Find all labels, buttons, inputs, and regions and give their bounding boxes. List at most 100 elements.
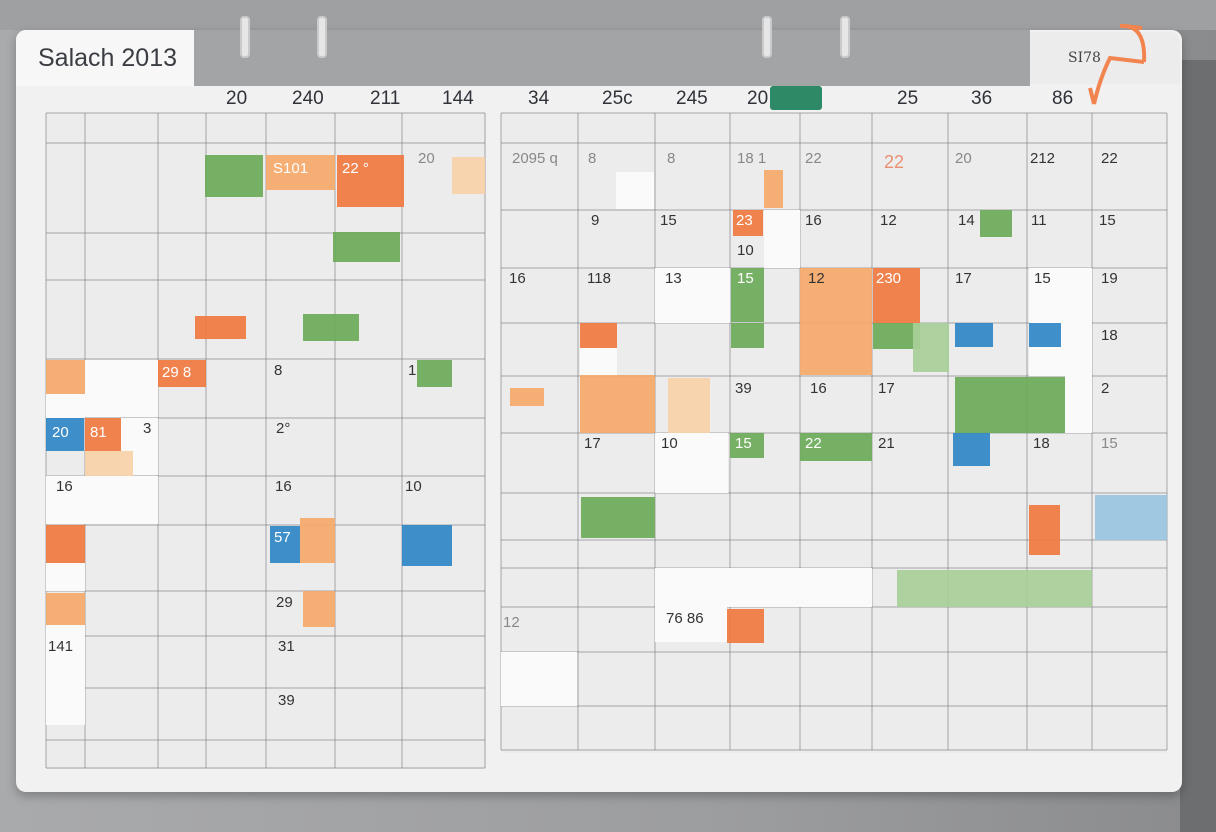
day-number[interactable]: 12 <box>880 212 897 229</box>
event-block[interactable] <box>195 316 246 339</box>
event-block[interactable] <box>580 375 655 433</box>
event-block[interactable] <box>46 360 85 394</box>
event-block[interactable] <box>46 418 84 451</box>
highlighted-cell[interactable] <box>655 268 730 323</box>
event-block[interactable] <box>337 155 404 207</box>
event-block[interactable] <box>581 497 655 538</box>
event-block[interactable] <box>158 360 206 387</box>
day-number[interactable]: 8 <box>588 150 597 167</box>
event-block[interactable] <box>668 378 710 433</box>
day-number[interactable]: 39 <box>735 380 752 397</box>
event-block[interactable] <box>955 323 993 347</box>
day-number[interactable]: 9 <box>591 212 600 229</box>
event-block[interactable] <box>303 314 359 341</box>
highlighted-cell[interactable] <box>655 607 727 642</box>
day-number[interactable]: 18 <box>1033 435 1050 452</box>
event-block[interactable] <box>913 323 949 372</box>
day-number[interactable]: 20 <box>955 150 972 167</box>
highlighted-cell[interactable] <box>616 172 654 209</box>
day-number[interactable]: 57 <box>274 529 291 546</box>
event-block[interactable] <box>897 570 1092 607</box>
title-tab[interactable] <box>16 30 194 86</box>
day-number[interactable]: 18 <box>1101 327 1118 344</box>
event-block[interactable] <box>764 170 783 208</box>
day-number[interactable]: 15 <box>1034 270 1051 287</box>
highlighted-cell[interactable] <box>580 348 617 376</box>
event-block[interactable] <box>800 323 872 375</box>
day-number[interactable]: 212 <box>1030 150 1056 167</box>
day-number[interactable]: 141 <box>48 638 74 655</box>
event-block[interactable] <box>800 268 872 323</box>
event-block[interactable] <box>730 433 764 458</box>
day-number[interactable]: 22 <box>1101 150 1118 167</box>
day-number[interactable]: 23 <box>736 212 753 229</box>
highlighted-cell[interactable] <box>46 394 85 418</box>
event-block[interactable] <box>873 323 920 349</box>
day-number[interactable]: 29 <box>276 594 293 611</box>
day-number[interactable]: 12 <box>808 270 825 287</box>
event-block[interactable] <box>873 268 920 323</box>
day-number[interactable]: 10 <box>661 435 678 452</box>
event-block[interactable] <box>205 155 263 197</box>
day-number[interactable]: 81 <box>90 424 107 441</box>
day-number[interactable]: 13 <box>665 270 682 287</box>
column-header[interactable]: 240 <box>292 88 324 109</box>
day-number[interactable]: 20 <box>52 424 69 441</box>
event-block[interactable] <box>266 155 335 190</box>
highlighted-cell[interactable] <box>655 568 872 607</box>
day-number[interactable]: 16 <box>805 212 822 229</box>
day-number[interactable]: 29 8 <box>162 364 192 381</box>
day-number[interactable]: 31 <box>278 638 295 655</box>
highlighted-cell[interactable] <box>85 476 158 524</box>
corner-tab[interactable] <box>1030 32 1180 84</box>
day-number[interactable]: 12 <box>503 614 520 631</box>
event-block[interactable] <box>417 360 452 387</box>
day-number[interactable]: 1 <box>408 362 417 379</box>
day-number[interactable]: 18 1 <box>737 150 767 167</box>
event-block[interactable] <box>953 433 990 466</box>
day-number[interactable]: 16 <box>56 478 73 495</box>
day-number[interactable]: 15 <box>1101 435 1118 452</box>
event-block[interactable] <box>85 451 133 476</box>
day-number[interactable]: 230 <box>876 270 902 287</box>
event-block[interactable] <box>510 388 544 406</box>
day-number[interactable]: 8 <box>667 150 676 167</box>
header-tag[interactable] <box>770 86 822 110</box>
column-header[interactable]: 34 <box>528 88 550 109</box>
day-number[interactable]: 21 <box>878 435 895 452</box>
highlighted-cell[interactable] <box>46 476 85 524</box>
event-block[interactable] <box>85 418 121 451</box>
day-number[interactable]: 10 <box>737 242 754 259</box>
column-header[interactable]: 25c <box>602 88 633 109</box>
event-block[interactable] <box>1029 505 1060 555</box>
event-block[interactable] <box>733 210 763 236</box>
highlighted-cell[interactable] <box>46 625 85 725</box>
day-number[interactable]: 15 <box>660 212 677 229</box>
highlighted-cell[interactable] <box>85 360 158 417</box>
day-number[interactable]: 2° <box>276 420 291 437</box>
day-number[interactable]: 2095 q <box>512 150 558 167</box>
event-block[interactable] <box>980 210 1012 237</box>
day-number[interactable]: 3 <box>143 420 152 437</box>
day-number[interactable]: 118 <box>587 270 611 287</box>
day-number[interactable]: 22 <box>884 152 905 172</box>
event-block[interactable] <box>270 526 300 563</box>
event-block[interactable] <box>800 433 872 461</box>
day-number[interactable]: 17 <box>878 380 895 397</box>
event-block[interactable] <box>731 323 764 348</box>
day-number[interactable]: 39 <box>278 692 295 709</box>
highlighted-cell[interactable] <box>655 433 728 493</box>
day-number[interactable]: 15 <box>737 270 754 287</box>
column-header[interactable]: 245 <box>676 88 708 109</box>
day-number[interactable]: 17 <box>955 270 972 287</box>
day-number[interactable]: 15 <box>1099 212 1116 229</box>
day-number[interactable]: 20 <box>418 150 435 167</box>
event-block[interactable] <box>333 232 400 262</box>
highlighted-cell[interactable] <box>1065 376 1092 433</box>
day-number[interactable]: 2 <box>1101 380 1110 397</box>
event-block[interactable] <box>46 593 85 625</box>
event-block[interactable] <box>955 377 1065 433</box>
event-block[interactable] <box>300 518 335 563</box>
event-block[interactable] <box>727 609 764 643</box>
day-number[interactable]: 14 <box>958 212 975 229</box>
